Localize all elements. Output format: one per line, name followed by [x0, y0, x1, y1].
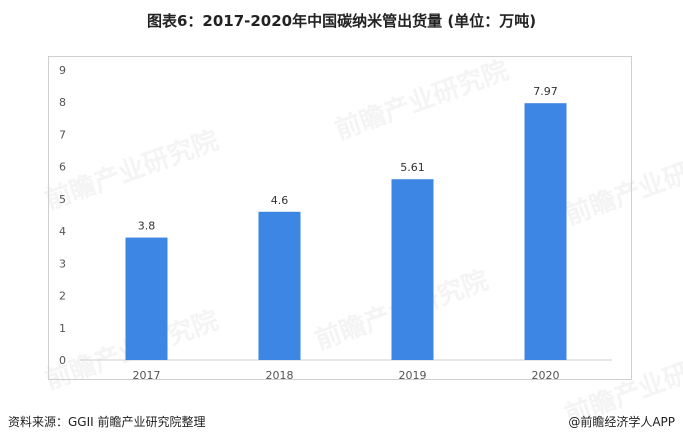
x-tick-label-2020: 2020	[532, 369, 560, 382]
source-note: 资料来源：GGII 前瞻产业研究院整理	[8, 415, 206, 429]
y-tick-label: 6	[59, 161, 66, 174]
bar-2019	[391, 179, 434, 360]
data-label-2017: 3.8	[138, 220, 156, 233]
bar-2017	[125, 237, 168, 360]
x-tick-label-2018: 2018	[266, 369, 294, 382]
y-tick-label: 7	[59, 128, 66, 141]
y-tick-label: 3	[59, 257, 66, 270]
credit-note: @前瞻经济学人APP	[568, 415, 675, 429]
data-label-2018: 4.6	[271, 194, 289, 207]
x-tick-label-2019: 2019	[399, 369, 427, 382]
data-label-2019: 5.61	[400, 161, 425, 174]
y-tick-label: 1	[59, 322, 66, 335]
x-tick-label-2017: 2017	[133, 369, 161, 382]
bar-2020	[524, 103, 567, 360]
y-tick-label: 8	[59, 96, 66, 109]
y-tick-label: 0	[59, 354, 66, 367]
bar-2018	[258, 211, 301, 360]
chart-title: 图表6：2017-2020年中国碳纳米管出货量 (单位：万吨)	[146, 12, 537, 30]
chart-frame	[48, 56, 632, 380]
y-tick-label: 5	[59, 193, 66, 206]
y-tick-label: 9	[59, 64, 66, 77]
y-tick-label: 4	[59, 225, 66, 238]
data-label-2020: 7.97	[533, 85, 558, 98]
y-tick-label: 2	[59, 290, 66, 303]
